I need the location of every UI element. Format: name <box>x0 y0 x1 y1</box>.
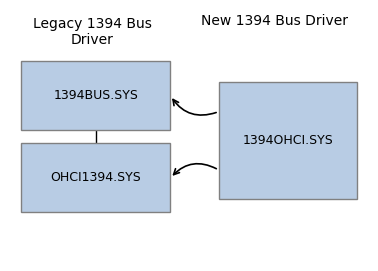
Bar <box>219 82 356 199</box>
Text: New 1394 Bus Driver: New 1394 Bus Driver <box>201 14 348 28</box>
FancyArrowPatch shape <box>174 164 216 175</box>
Text: OHCI1394.SYS: OHCI1394.SYS <box>51 172 141 185</box>
Text: 1394OHCI.SYS: 1394OHCI.SYS <box>242 134 333 147</box>
FancyArrowPatch shape <box>173 99 216 115</box>
Bar <box>22 61 170 130</box>
Bar <box>22 143 170 212</box>
Text: 1394BUS.SYS: 1394BUS.SYS <box>53 89 138 102</box>
Text: Legacy 1394 Bus
Driver: Legacy 1394 Bus Driver <box>33 17 152 47</box>
